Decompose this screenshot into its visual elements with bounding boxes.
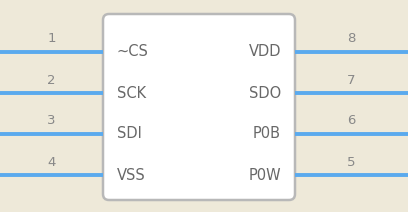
Text: 6: 6 xyxy=(347,114,356,127)
Text: 5: 5 xyxy=(347,155,356,169)
Text: ~CS: ~CS xyxy=(117,45,149,60)
Text: P0B: P0B xyxy=(253,127,281,141)
Text: 7: 7 xyxy=(347,74,356,86)
FancyBboxPatch shape xyxy=(103,14,295,200)
Text: VSS: VSS xyxy=(117,167,146,183)
Text: 2: 2 xyxy=(47,74,56,86)
Text: 8: 8 xyxy=(347,32,356,46)
Text: 1: 1 xyxy=(47,32,56,46)
Text: SDO: SDO xyxy=(249,85,281,100)
Text: SDI: SDI xyxy=(117,127,142,141)
Text: SCK: SCK xyxy=(117,85,146,100)
Text: 4: 4 xyxy=(47,155,55,169)
Text: P0W: P0W xyxy=(248,167,281,183)
Text: VDD: VDD xyxy=(248,45,281,60)
Text: 3: 3 xyxy=(47,114,56,127)
